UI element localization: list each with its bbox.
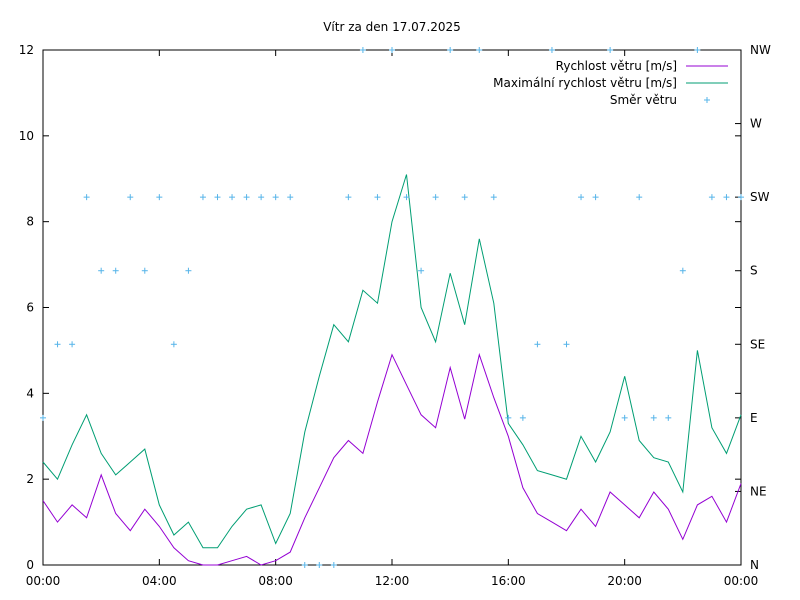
direction-point bbox=[563, 341, 570, 348]
series-line-gust bbox=[42, 174, 742, 549]
y-tick-label: 0 bbox=[26, 558, 34, 572]
direction-point bbox=[170, 341, 177, 348]
series-points-direction bbox=[40, 47, 744, 568]
y2-tick-label: E bbox=[750, 411, 758, 425]
legend-label-speed: Rychlost větru [m/s] bbox=[556, 59, 677, 73]
direction-point bbox=[69, 341, 76, 348]
direction-point bbox=[199, 194, 206, 201]
direction-point bbox=[243, 194, 250, 201]
direction-point bbox=[723, 194, 730, 201]
y-tick-label: 10 bbox=[19, 129, 34, 143]
direction-point bbox=[519, 414, 526, 421]
y2-tick-label: N bbox=[750, 558, 759, 572]
direction-point bbox=[156, 194, 163, 201]
direction-point bbox=[621, 414, 628, 421]
direction-point bbox=[374, 194, 381, 201]
direction-point bbox=[214, 194, 221, 201]
direction-point bbox=[534, 341, 541, 348]
direction-point bbox=[679, 267, 686, 274]
legend-swatch-direction bbox=[704, 97, 710, 103]
chart-title: Vítr za den 17.07.2025 bbox=[323, 20, 461, 34]
y-tick-label: 12 bbox=[19, 43, 34, 57]
direction-point bbox=[738, 194, 744, 201]
y2-tick-label: NE bbox=[750, 484, 767, 498]
x-tick-label: 08:00 bbox=[258, 574, 293, 588]
direction-point bbox=[432, 194, 439, 201]
y-axis: 0 2 4 6 8 10 12 bbox=[19, 43, 741, 572]
x-tick-label: 00:00 bbox=[724, 574, 759, 588]
series-layer bbox=[40, 47, 744, 568]
direction-point bbox=[112, 267, 119, 274]
direction-point bbox=[127, 194, 134, 201]
direction-point bbox=[98, 267, 105, 274]
direction-point bbox=[272, 194, 279, 201]
direction-point bbox=[607, 47, 614, 53]
direction-point bbox=[330, 562, 337, 568]
direction-point bbox=[592, 194, 599, 201]
direction-point bbox=[301, 562, 308, 568]
y-tick-label: 6 bbox=[26, 301, 34, 315]
direction-point bbox=[447, 47, 454, 53]
y-tick-label: 8 bbox=[26, 215, 34, 229]
direction-point bbox=[461, 194, 468, 201]
direction-point bbox=[287, 194, 294, 201]
direction-point bbox=[345, 194, 352, 201]
direction-point bbox=[665, 414, 672, 421]
y2-axis: N NE E SE S SW W NW bbox=[735, 43, 771, 572]
direction-point bbox=[548, 47, 555, 53]
y2-tick-label: SE bbox=[750, 337, 765, 351]
x-tick-label: 20:00 bbox=[607, 574, 642, 588]
direction-point bbox=[389, 47, 395, 53]
legend-direction-marker bbox=[704, 97, 710, 103]
direction-point bbox=[83, 194, 90, 201]
x-tick-label: 12:00 bbox=[375, 574, 410, 588]
direction-point bbox=[418, 267, 425, 274]
direction-point bbox=[505, 414, 512, 421]
direction-point bbox=[229, 194, 236, 201]
legend: Rychlost větru [m/s] Maximální rychlost … bbox=[493, 59, 728, 107]
plot-border bbox=[42, 49, 742, 566]
direction-point bbox=[40, 414, 46, 421]
legend-label-gust: Maximální rychlost větru [m/s] bbox=[493, 76, 677, 90]
direction-point bbox=[185, 267, 192, 274]
x-axis: 00:00 04:00 08:00 12:00 16:00 20:00 00:00 bbox=[26, 50, 759, 588]
direction-point bbox=[476, 47, 483, 53]
direction-point bbox=[258, 194, 265, 201]
direction-point bbox=[403, 194, 410, 201]
x-tick-label: 04:00 bbox=[142, 574, 177, 588]
direction-point bbox=[708, 194, 715, 201]
direction-point bbox=[578, 194, 585, 201]
direction-point bbox=[54, 341, 61, 348]
direction-point bbox=[636, 194, 643, 201]
x-tick-label: 16:00 bbox=[491, 574, 526, 588]
y2-tick-label: NW bbox=[750, 43, 771, 57]
direction-point bbox=[650, 414, 657, 421]
y-tick-label: 4 bbox=[26, 386, 34, 400]
direction-point bbox=[141, 267, 148, 274]
y2-tick-label: S bbox=[750, 264, 758, 278]
direction-point bbox=[359, 47, 366, 53]
direction-point bbox=[694, 47, 701, 53]
x-tick-label: 00:00 bbox=[26, 574, 61, 588]
series-line-speed bbox=[42, 352, 742, 566]
y2-tick-label: SW bbox=[750, 190, 770, 204]
y-tick-label: 2 bbox=[26, 472, 34, 486]
legend-label-direction: Směr větru bbox=[610, 93, 677, 107]
direction-point bbox=[490, 194, 497, 201]
y2-tick-label: W bbox=[750, 117, 762, 131]
direction-point bbox=[316, 562, 323, 568]
